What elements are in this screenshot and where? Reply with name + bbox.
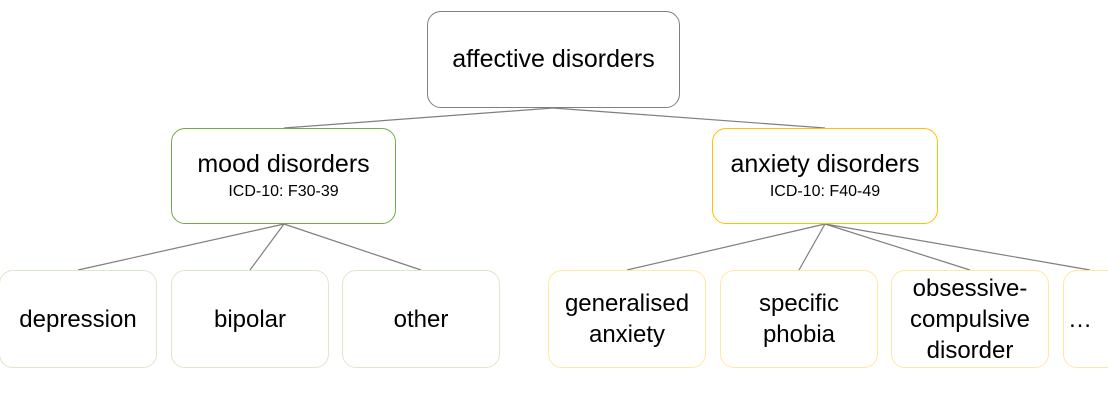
node-mood-disorders: mood disorders ICD-10: F30-39 (171, 128, 396, 224)
node-anxiety-disorders: anxiety disorders ICD-10: F40-49 (712, 128, 938, 224)
connector-mood-other (283, 223, 422, 271)
node-title: other (393, 305, 449, 333)
node-depression: depression (0, 270, 157, 368)
node-obsessive-compulsive-disorder: obsessive-compulsive disorder (891, 270, 1049, 368)
node-generalised-anxiety: generalised anxiety (548, 270, 706, 368)
node-title: depression (19, 305, 137, 333)
node-other: other (342, 270, 500, 368)
connector-mood-depression (77, 223, 285, 271)
node-title: bipolar (213, 305, 287, 333)
node-title: … (1068, 305, 1092, 333)
node-title: obsessive-compulsive disorder (909, 274, 1031, 364)
node-title: generalised anxiety (564, 290, 690, 348)
node-icd-code: ICD-10: F30-39 (228, 183, 339, 200)
connector-anxiety-generalised (626, 223, 826, 271)
node-specific-phobia: specific phobia (720, 270, 878, 368)
node-icd-code: ICD-10: F40-49 (769, 183, 881, 200)
node-title: specific phobia (758, 290, 840, 348)
node-bipolar: bipolar (171, 270, 329, 368)
connector-root-mood (283, 107, 554, 129)
node-title: mood disorders (197, 150, 370, 178)
node-title: affective disorders (452, 45, 655, 73)
node-title: anxiety disorders (730, 150, 920, 178)
connector-mood-bipolar (249, 223, 285, 271)
connector-anxiety-more (824, 223, 1091, 271)
connector-anxiety-ocd (824, 223, 971, 271)
connector-root-anxiety (552, 107, 826, 129)
connector-anxiety-specific (798, 223, 826, 271)
node-affective-disorders: affective disorders (427, 11, 680, 108)
node-more-ellipsis: … (1063, 270, 1108, 368)
